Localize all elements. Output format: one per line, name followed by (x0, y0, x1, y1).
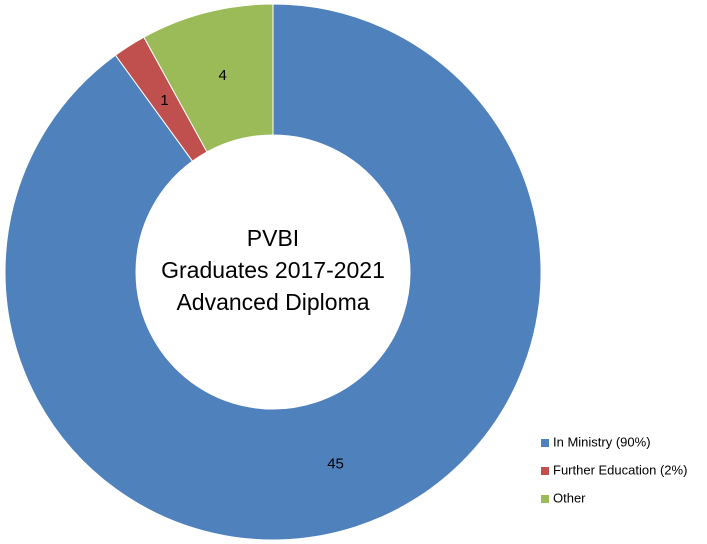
center-title: PVBI (247, 225, 299, 251)
legend-label: In Ministry (90%) (553, 434, 651, 449)
legend-swatch (541, 495, 549, 503)
donut-segment (143, 3, 274, 153)
legend-label: Further Education (2%) (553, 462, 687, 477)
legend-swatch (541, 439, 549, 447)
legend-label: Other (553, 490, 586, 505)
legend-swatch (541, 467, 549, 475)
data-label: 4 (218, 67, 226, 84)
data-label: 1 (160, 92, 168, 109)
center-title: Graduates 2017-2021 (161, 257, 385, 283)
data-label: 45 (327, 456, 344, 473)
center-title: Advanced Diploma (176, 289, 369, 315)
donut-segment (4, 3, 542, 541)
